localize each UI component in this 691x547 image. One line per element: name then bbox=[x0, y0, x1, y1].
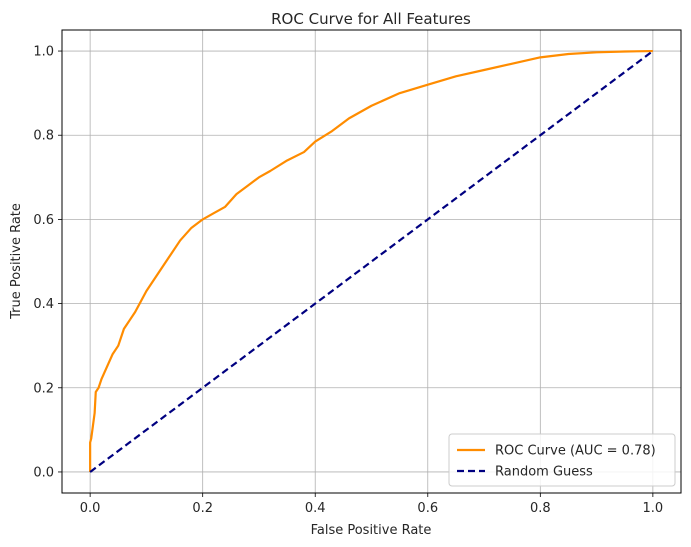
y-tick-label: 0.4 bbox=[33, 297, 54, 312]
plot-frame bbox=[61, 29, 682, 494]
x-tick-label: 0.2 bbox=[192, 501, 213, 516]
x-tick-label: 0.6 bbox=[417, 501, 438, 516]
x-axis-label: False Positive Rate bbox=[311, 523, 432, 538]
x-tick-label: 1.0 bbox=[643, 501, 664, 516]
legend-label: Random Guess bbox=[495, 465, 593, 480]
random-guess-line bbox=[89, 50, 654, 473]
y-tick-label: 0.2 bbox=[33, 381, 54, 396]
series-group bbox=[89, 49, 654, 473]
grid bbox=[62, 30, 681, 493]
x-tick-label: 0.0 bbox=[80, 501, 101, 516]
x-tick-label: 0.8 bbox=[530, 501, 551, 516]
legend-box bbox=[448, 433, 676, 487]
y-axis-label: True Positive Rate bbox=[9, 203, 24, 320]
legend: ROC Curve (AUC = 0.78) Random Guess bbox=[448, 433, 676, 487]
x-tick-label: 0.4 bbox=[305, 501, 326, 516]
ticks: 0.0 0.2 0.4 0.6 0.8 1.0 0.0 0.2 0.4 0.6 0.8 1.0 bbox=[33, 45, 663, 516]
y-tick-label: 0.6 bbox=[33, 213, 54, 228]
chart-title: ROC Curve for All Features bbox=[271, 10, 471, 28]
roc-curve-line bbox=[89, 49, 653, 472]
y-tick-label: 1.0 bbox=[33, 45, 54, 60]
y-tick-label: 0.0 bbox=[33, 465, 54, 480]
y-tick-label: 0.8 bbox=[33, 129, 54, 144]
legend-label: ROC Curve (AUC = 0.78) bbox=[495, 444, 656, 459]
